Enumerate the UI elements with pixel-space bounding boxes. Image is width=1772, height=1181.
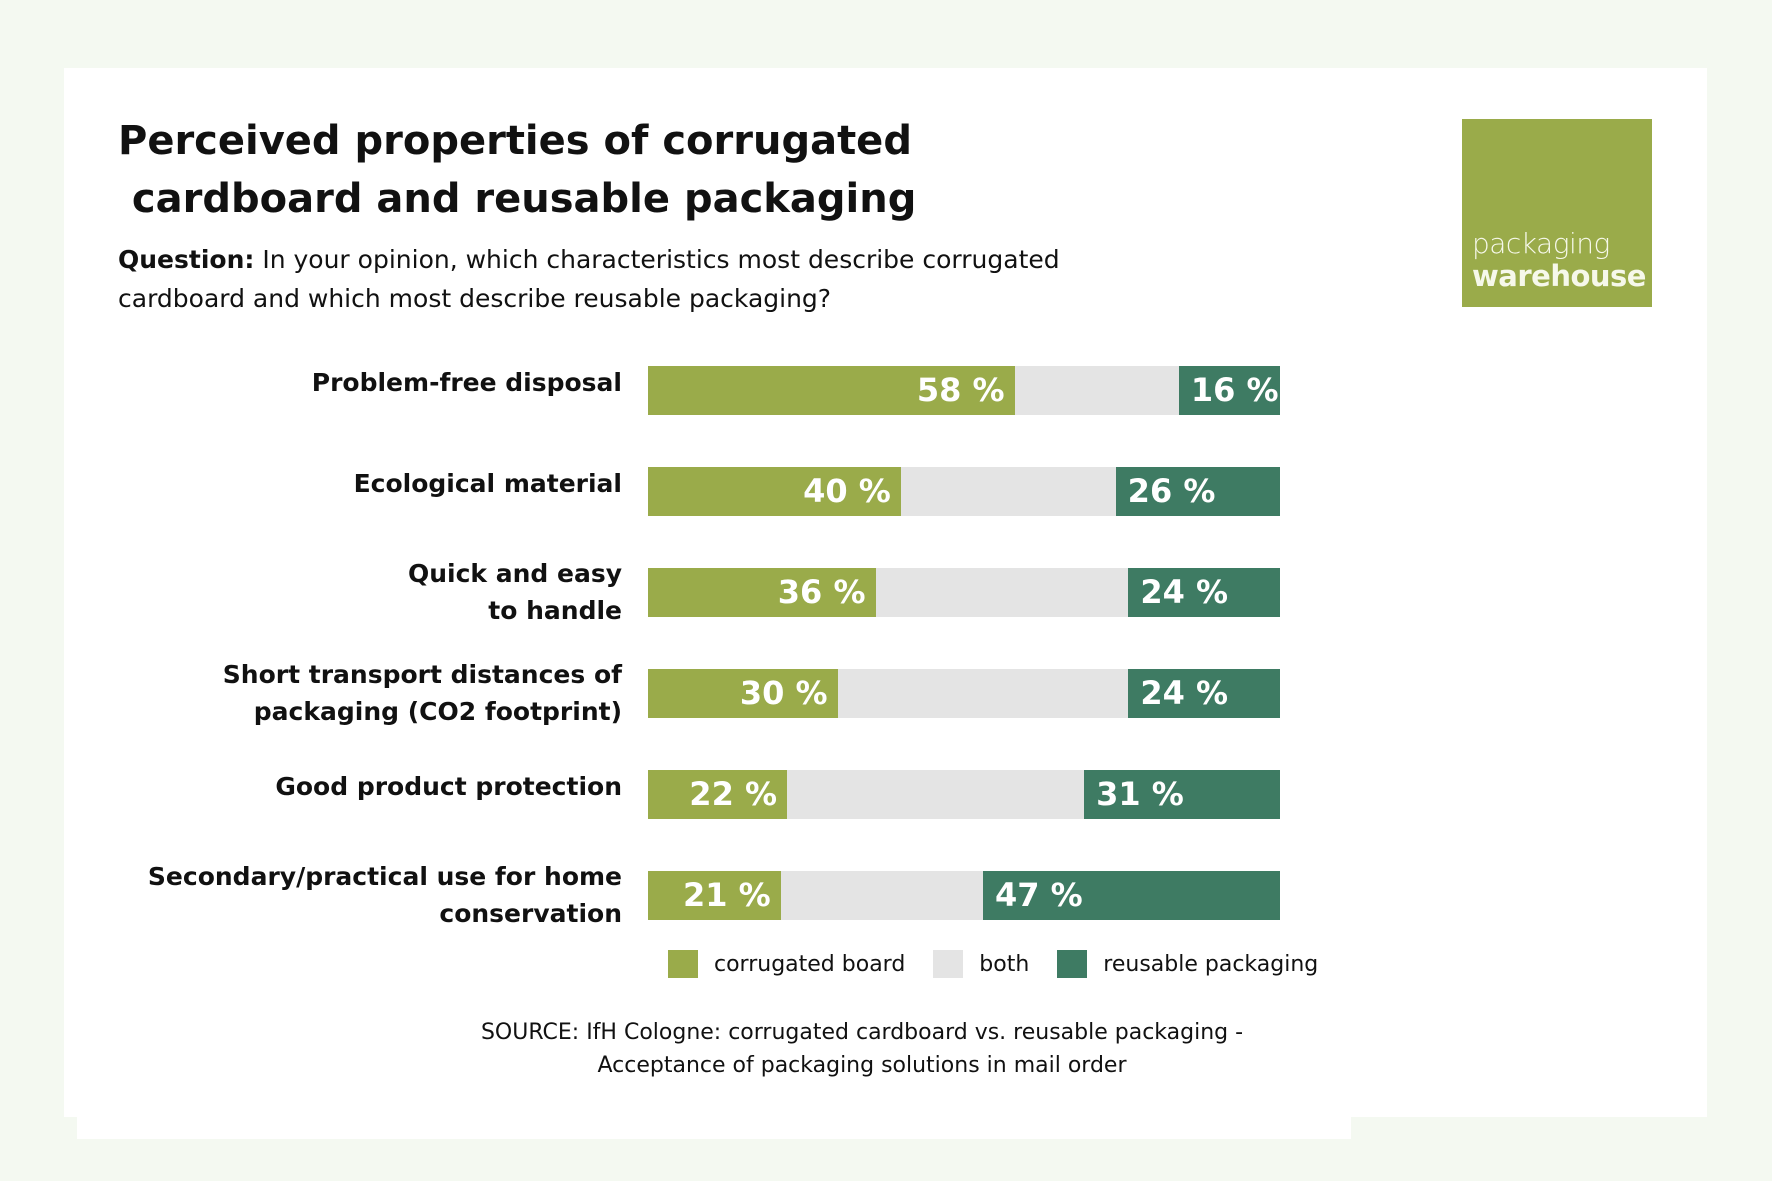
bar-row: 40 % 26 % xyxy=(648,467,1280,516)
data-label: 21 % xyxy=(682,876,771,914)
bar-both xyxy=(900,467,1116,516)
category-label-line: Problem-free disposal xyxy=(311,367,622,397)
category-label: Short transport distances of packaging (C… xyxy=(223,656,622,730)
data-label: 22 % xyxy=(689,775,778,813)
bar-reusable: 31 % xyxy=(1084,770,1280,819)
legend-label: both xyxy=(979,951,1030,977)
bar-corrugated: 40 % xyxy=(648,467,901,516)
legend-swatch-both xyxy=(933,950,964,978)
legend-item-both: both xyxy=(933,950,1029,978)
bar-corrugated: 30 % xyxy=(648,669,838,718)
category-label: Problem-free disposal xyxy=(312,364,622,401)
bar-reusable: 16 % xyxy=(1178,366,1280,415)
title-line-2: cardboard and reusable packaging xyxy=(118,176,917,222)
card-extension xyxy=(77,1100,1351,1139)
source-line-2: Acceptance of packaging solutions in mai… xyxy=(597,1053,1127,1078)
category-label: Quick and easy to handle xyxy=(408,555,622,629)
category-label-line: Short transport distances of xyxy=(222,660,622,689)
logo-line-2: warehouse xyxy=(1472,259,1646,293)
bar-row: 21 % 47 % xyxy=(648,871,1280,920)
data-label: 16 % xyxy=(1190,371,1279,409)
data-label: 58 % xyxy=(916,371,1005,409)
bar-reusable: 24 % xyxy=(1128,669,1280,718)
data-label: 26 % xyxy=(1127,472,1216,510)
category-label-line: Ecological material xyxy=(353,468,622,498)
data-label: 30 % xyxy=(739,674,828,712)
category-label: Ecological material xyxy=(354,465,622,502)
data-label: 31 % xyxy=(1096,775,1184,813)
legend-swatch-reusable xyxy=(1057,950,1088,978)
legend-item-reusable: reusable packaging xyxy=(1057,950,1318,978)
legend-label: corrugated board xyxy=(714,951,906,977)
bar-both xyxy=(787,770,1085,819)
bar-both xyxy=(837,669,1129,718)
packaging-warehouse-logo: packaging warehouse xyxy=(1462,119,1652,307)
legend-label: reusable packaging xyxy=(1103,951,1319,977)
bar-both xyxy=(780,871,983,920)
data-label: 24 % xyxy=(1140,573,1229,611)
bar-row: 58 % 16 % xyxy=(648,366,1280,415)
bar-corrugated: 22 % xyxy=(648,770,788,819)
bar-corrugated: 36 % xyxy=(648,568,876,617)
category-label-line: Good product protection xyxy=(275,771,622,801)
source-line-1: SOURCE: IfH Cologne: corrugated cardboar… xyxy=(480,1020,1244,1045)
category-label: Secondary/practical use for home conserva… xyxy=(148,858,622,932)
bar-row: 22 % 31 % xyxy=(648,770,1280,819)
bar-both xyxy=(875,568,1129,617)
category-label-line: Secondary/practical use for home xyxy=(147,862,622,891)
question-text: Question: In your opinion, which charact… xyxy=(118,240,1118,318)
bar-both xyxy=(1014,366,1179,415)
category-label-line: conservation xyxy=(439,899,622,928)
data-label: 36 % xyxy=(777,573,866,611)
bar-reusable: 47 % xyxy=(982,871,1280,920)
question-label: Question: xyxy=(118,245,255,274)
logo-line-1: packaging xyxy=(1472,227,1610,260)
category-label-line: packaging (CO2 footprint) xyxy=(253,697,622,726)
source-note: SOURCE: IfH Cologne: corrugated cardboar… xyxy=(362,1016,1362,1082)
bar-corrugated: 21 % xyxy=(648,871,781,920)
bar-reusable: 26 % xyxy=(1115,467,1280,516)
question-body: In your opinion, which characteristics m… xyxy=(118,245,1060,313)
bar-row: 36 % 24 % xyxy=(648,568,1280,617)
data-label: 47 % xyxy=(994,876,1083,914)
category-label: Good product protection xyxy=(275,768,622,805)
bar-row: 30 % 24 % xyxy=(648,669,1280,718)
data-label: 24 % xyxy=(1140,674,1229,712)
data-label: 40 % xyxy=(803,472,891,510)
bar-corrugated: 58 % xyxy=(648,366,1015,415)
legend: corrugated board both reusable packaging xyxy=(668,950,1346,978)
chart-title: Perceived properties of corrugated cardb… xyxy=(118,112,916,228)
legend-swatch-corrugated xyxy=(668,950,698,978)
title-line-1: Perceived properties of corrugated xyxy=(118,118,912,164)
category-label-line: Quick and easy xyxy=(407,559,622,588)
bar-reusable: 24 % xyxy=(1128,568,1280,617)
legend-item-corrugated: corrugated board xyxy=(668,950,905,978)
category-label-line: to handle xyxy=(488,596,622,625)
